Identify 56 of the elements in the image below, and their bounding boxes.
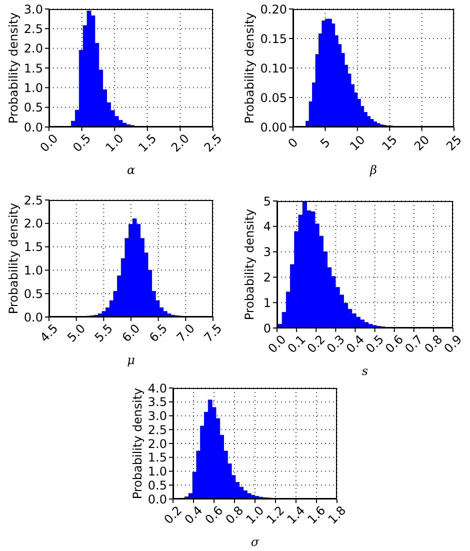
y-tick-label: 2.5 [24, 193, 43, 208]
y-tick-label: 2.5 [24, 22, 43, 36]
x-axis-title: μ [127, 353, 136, 367]
y-tick-label: 2 [263, 270, 271, 284]
y-tick-label: 0.00 [260, 120, 287, 134]
y-tick-label: 2.0 [148, 436, 167, 451]
y-tick-label: 1.0 [24, 263, 43, 278]
y-tick-label: 2.5 [148, 422, 167, 437]
y-tick-label: 0.0 [24, 120, 43, 134]
x-tick-label: 5.0 [64, 321, 88, 345]
y-tick-label: 4 [263, 220, 271, 234]
y-axis-title: Probability density [130, 388, 144, 500]
y-tick-label: 1.5 [24, 61, 43, 76]
y-tick-label: 4.0 [148, 381, 167, 396]
x-axis-title: s [362, 364, 368, 378]
x-tick-label: 6.5 [146, 321, 170, 345]
x-tick-label: 5.5 [92, 321, 116, 345]
x-tick-label: 5 [318, 135, 333, 151]
x-tick-label: 0.5 [70, 131, 94, 155]
y-tick-label: 3.5 [148, 395, 167, 410]
x-tick-label: 2.5 [201, 131, 225, 155]
y-tick-label: 1.0 [24, 80, 43, 95]
y-tick-label: 2.0 [24, 216, 43, 231]
y-tick-label: 3.0 [24, 2, 43, 16]
y-tick-label: 5 [263, 194, 271, 208]
y-tick-label: 2.0 [24, 42, 43, 56]
x-tick-label: 0 [285, 135, 301, 151]
y-tick-label: 1.0 [148, 464, 167, 479]
y-tick-label: 1 [263, 296, 271, 310]
y-tick-label: 0.5 [148, 478, 167, 492]
y-axis-title: Probability density [242, 12, 256, 124]
y-axis-title: Probability density [242, 208, 256, 320]
y-tick-label: 0.05 [260, 90, 287, 105]
y-tick-label: 3 [263, 245, 271, 260]
x-tick-label: 25 [444, 132, 464, 154]
y-tick-label: 3.0 [148, 409, 167, 424]
y-tick-label: 0.20 [260, 2, 287, 16]
y-tick-label: 1.5 [24, 240, 43, 254]
y-tick-label: 0.5 [24, 100, 43, 115]
y-axis-title: Probability density [6, 12, 20, 124]
x-tick-label: 7.5 [201, 321, 225, 345]
x-tick-label: 10 [347, 132, 368, 154]
y-axis-title: Probability density [6, 202, 20, 314]
x-tick-label: 6.0 [119, 321, 143, 345]
x-tick-label: 15 [379, 132, 400, 154]
x-axis-title: σ [250, 535, 260, 549]
x-axis-title: α [126, 163, 136, 177]
y-tick-label: 0.5 [24, 286, 43, 301]
x-tick-label: 2.0 [168, 131, 192, 155]
y-tick-label: 1.5 [148, 450, 167, 465]
x-tick-label: 7.0 [174, 321, 198, 345]
x-tick-label: 20 [411, 132, 432, 154]
y-tick-label: 0.10 [260, 61, 287, 76]
x-tick-label: 1.0 [102, 131, 126, 155]
y-tick-label: 0.15 [260, 32, 287, 46]
x-axis-title: β [369, 163, 378, 177]
